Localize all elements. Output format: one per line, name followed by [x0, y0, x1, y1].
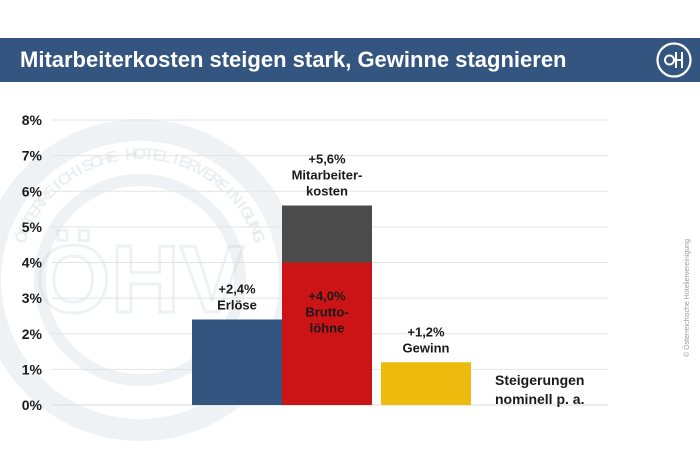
watermark-letter: L — [160, 148, 173, 167]
bar-label-mitarbeiterkosten: kosten — [306, 184, 348, 199]
y-tick-label: 0% — [22, 397, 43, 413]
watermark-letter: G — [248, 228, 268, 246]
bar-segment-label: +4,0% — [308, 289, 346, 304]
annotation-line: Steigerungen — [495, 372, 584, 388]
bar-label-erloese: Erlöse — [217, 298, 257, 313]
y-axis: 0% 1% 2% 3% 4% 5% 6% 7% 8% — [22, 112, 43, 413]
bar-label-gewinn: Gewinn — [403, 340, 450, 355]
page-title: Mitarbeiterkosten steigen stark, Gewinne… — [20, 47, 567, 72]
bars — [192, 205, 471, 405]
y-tick-label: 8% — [22, 112, 43, 128]
watermark-letter: T — [144, 146, 155, 164]
y-tick-label: 6% — [22, 183, 43, 199]
watermark-letter: O — [134, 146, 146, 163]
watermark-letter: H — [97, 150, 113, 170]
bar-segment-label: Brutto- — [305, 305, 348, 320]
annotation: Steigerungen nominell p. a. — [495, 372, 584, 407]
bar-label-mitarbeiterkosten: Mitarbeiter- — [292, 168, 363, 183]
bar-labels: +2,4%Erlöse +4,0%Brutto-löhne +5,6%Mitarbe… — [217, 152, 449, 356]
watermark-letter: Ö — [10, 228, 32, 246]
bar-erloese-segment-0 — [192, 319, 282, 405]
watermark-letter: I — [171, 151, 180, 169]
bar-label-mitarbeiterkosten: +5,6% — [308, 152, 346, 167]
bar-mitarbeiterkosten-segment-1 — [282, 205, 372, 263]
annotation-line: nominell p. a. — [495, 391, 584, 407]
header-bar: Mitarbeiterkosten steigen stark, Gewinne… — [0, 38, 700, 82]
bar-label-gewinn: +1,2% — [407, 324, 445, 339]
copyright-note: © Österreichische Hoteliervereinigung — [684, 239, 691, 357]
y-tick-label: 5% — [22, 219, 43, 235]
bar-label-erloese: +2,4% — [218, 282, 256, 297]
oehv-logo-icon — [656, 42, 692, 78]
y-tick-label: 2% — [22, 326, 43, 342]
bar-gewinn-segment-0 — [381, 362, 471, 405]
bar-segment-label: löhne — [310, 321, 345, 336]
y-tick-label: 4% — [22, 255, 43, 271]
y-tick-label: 7% — [22, 148, 43, 164]
y-tick-label: 3% — [22, 290, 43, 306]
watermark-logo-text: ÖHV — [36, 226, 244, 333]
watermark-letter: E — [106, 148, 120, 167]
watermark-letter: H — [125, 146, 138, 164]
y-tick-label: 1% — [22, 361, 43, 377]
bar-mitarbeiterkosten-segment-0 — [282, 262, 372, 405]
